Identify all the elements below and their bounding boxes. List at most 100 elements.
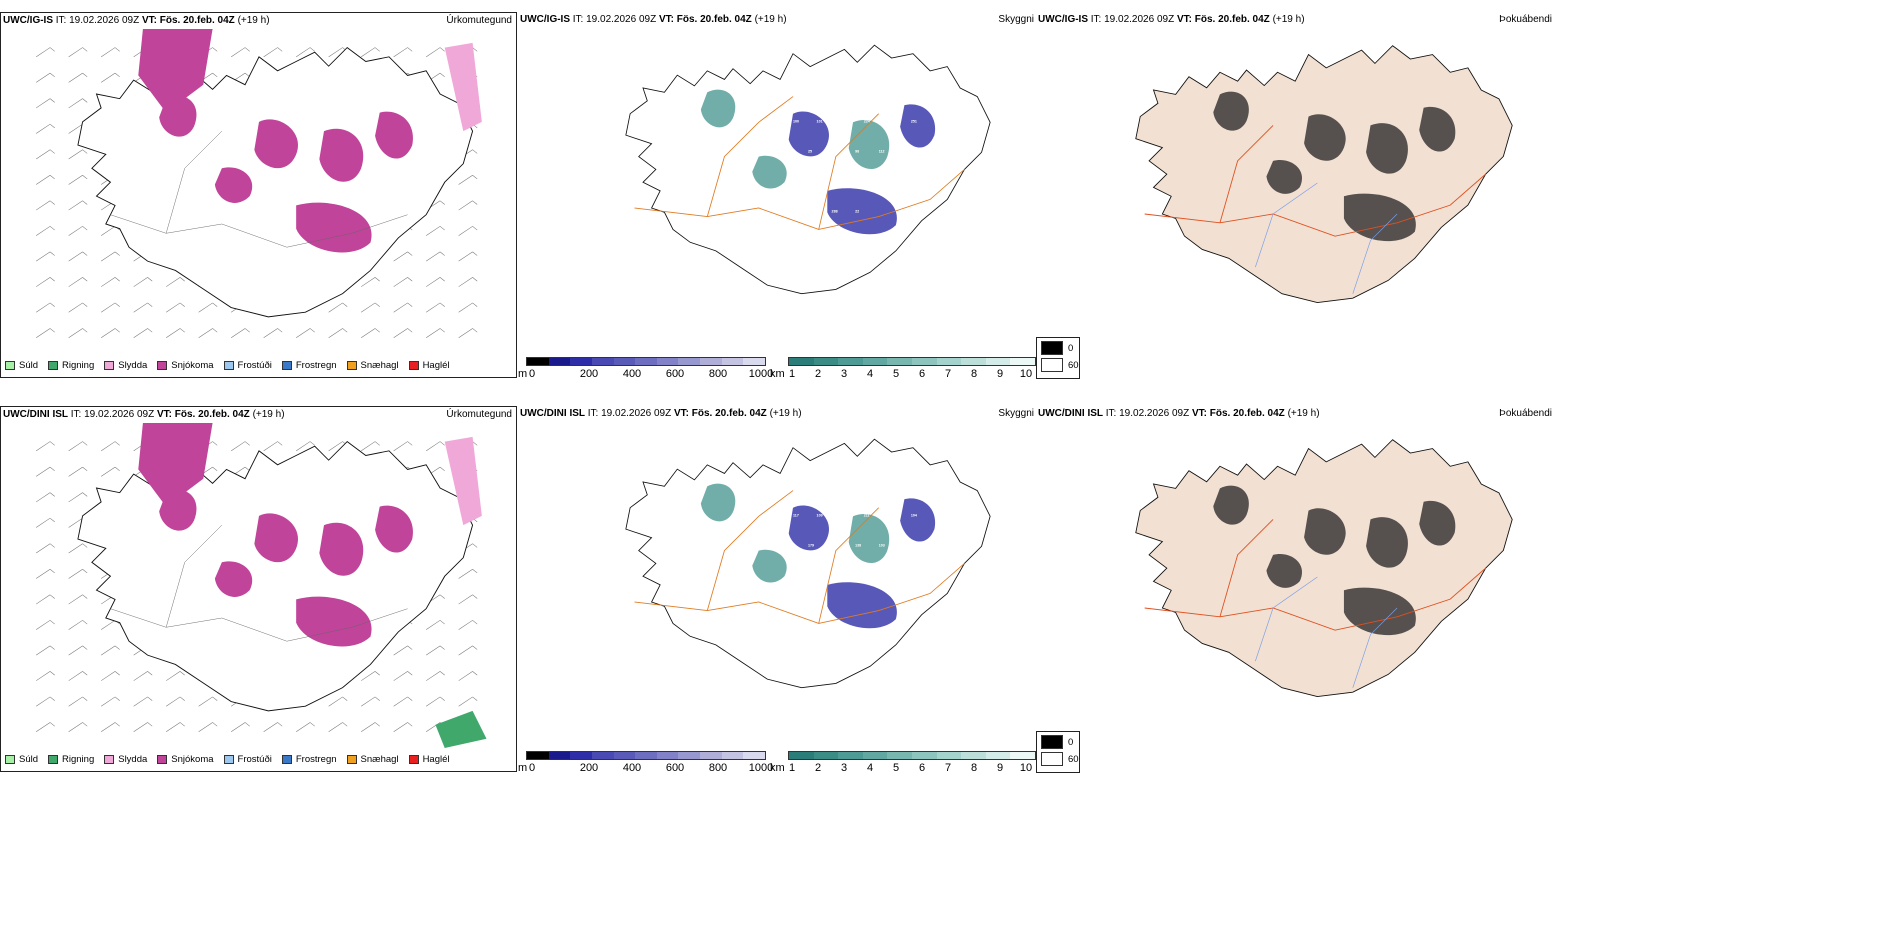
visibility-value-label: 171: [911, 179, 917, 183]
colorbar-swatch: [789, 358, 814, 365]
colorbar-swatch: [838, 358, 863, 365]
fog-legend-item: 0: [1041, 341, 1079, 355]
colorbar-tick-label: 6: [918, 762, 926, 774]
colorbar-unit: m: [518, 762, 528, 774]
visibility-value-label: 133: [840, 513, 846, 517]
colorbar-tick-label: 3: [840, 762, 848, 774]
visibility-value-label: 115: [784, 543, 790, 547]
visibility-value-label: 150: [934, 179, 940, 183]
sleet-area: [444, 42, 482, 132]
colorbar-swatch: [813, 752, 839, 759]
fog-legend-label: 60: [1068, 753, 1079, 765]
iceland-coastline: [625, 44, 991, 295]
low-visibility-area: [700, 89, 736, 128]
colorbar-tick-label: 7: [944, 762, 952, 774]
fog-legend-label: 60: [1068, 359, 1079, 371]
fog-swatch: [1041, 735, 1063, 749]
iceland-coastline: [77, 440, 474, 712]
visibility-value-label: 120: [840, 179, 846, 183]
visibility-value-label: 86: [784, 483, 788, 487]
colorbar-swatch: [862, 752, 888, 759]
visibility-value-label: 166: [864, 573, 870, 577]
visibility-value-label: 14: [879, 89, 883, 93]
ptype-label: Slydda: [118, 360, 148, 371]
ptype-swatch: [346, 361, 357, 370]
snow-area: [214, 167, 253, 203]
colorbar-swatch: [961, 752, 986, 759]
colorbar-swatch: [887, 358, 912, 365]
ptype-legend-item: Súld: [5, 754, 38, 765]
colorbar-tick-label: 400: [622, 368, 642, 380]
visibility-value-label: 103: [879, 543, 885, 547]
colorbar-unit: km: [770, 368, 785, 380]
panel-header: UWC/IG-IS IT: 19.02.2026 09Z VT: Fös. 20…: [3, 15, 270, 26]
visibility-value-label: 208: [808, 483, 814, 487]
visibility-value-label: 112: [879, 149, 885, 153]
visibility-colorbar: km 1 2 3 4 5 6 7 8 9 10: [770, 751, 1038, 781]
visibility-value-label: 109: [832, 89, 838, 93]
colorbar-swatch: [961, 358, 986, 365]
ptype-legend-item: Rigning: [48, 360, 94, 371]
visibility-value-label: 86: [840, 573, 844, 577]
snow-area: [296, 202, 372, 253]
visibility-value-label: 70: [808, 209, 812, 213]
fog-area: [1213, 91, 1249, 131]
visibility-value-label: 28: [784, 89, 788, 93]
panel-title: Þokuábendi: [1499, 408, 1552, 419]
colorbar-swatch: [613, 752, 636, 759]
low-visibility-area: [752, 155, 787, 189]
visibility-value-label: 146: [855, 89, 861, 93]
ptype-label: Slydda: [118, 754, 148, 765]
ptype-legend-item: Haglél: [408, 754, 450, 765]
ceiling-colorbar: m 0 200 400 600 800 1000: [518, 751, 773, 781]
snow-area: [296, 596, 372, 647]
river-network: [1255, 576, 1398, 688]
colorbar-tick-label: 1000: [748, 368, 774, 380]
colorbar-unit: m: [518, 368, 528, 380]
visibility-colorbar: km 1 2 3 4 5 6 7 8 9 10: [770, 357, 1038, 387]
low-visibility-area: [700, 483, 736, 522]
colorbar-tick-label: 4: [866, 762, 874, 774]
colorbar-swatch: [700, 752, 722, 759]
visibility-value-label: 101: [817, 119, 823, 123]
road-network: [1144, 125, 1486, 237]
colorbar-tick-label: 5: [892, 368, 900, 380]
colorbar-tick-label: 600: [665, 368, 685, 380]
visibility-value-label: 179: [808, 543, 814, 547]
visibility-value-label: 28: [817, 179, 821, 183]
ptype-legend-item: Snjókoma: [157, 754, 214, 765]
low-visibility-area: [827, 188, 897, 235]
colorbar-swatch: [936, 358, 962, 365]
colorbar-swatch: [911, 752, 937, 759]
panel-header: UWC/IG-IS IT: 19.02.2026 09Z VT: Fös. 20…: [1038, 14, 1305, 25]
fog-swatch: [1041, 341, 1063, 355]
ptype-swatch: [104, 361, 115, 370]
ptype-label: Frostúði: [237, 360, 272, 371]
visibility-panel-bottom: UWC/DINI ISL IT: 19.02.2026 09Z VT: Fös.…: [518, 406, 1036, 774]
ptype-label: Haglél: [422, 360, 450, 371]
ptype-swatch: [157, 361, 168, 370]
visibility-value-label: 100: [902, 483, 908, 487]
low-visibility-area: [900, 104, 936, 148]
panel-header: UWC/DINI ISL IT: 19.02.2026 09Z VT: Fös.…: [3, 409, 285, 420]
ptype-legend-item: Snæhagl: [346, 360, 399, 371]
precip-type-legend: Súld Rigning Slydda Snjókoma Frostúði Frostre…: [5, 754, 450, 765]
colorbar-swatch: [743, 358, 766, 365]
visibility-value-label: 145: [817, 573, 823, 577]
ptype-legend-item: Slydda: [104, 754, 147, 765]
precip-type-panel-bottom: UWC/DINI ISL IT: 19.02.2026 09Z VT: Fös.…: [0, 406, 517, 772]
ptype-label: Rigning: [62, 754, 95, 765]
visibility-value-label: 103: [926, 483, 932, 487]
fog-legend: 0 60: [1036, 731, 1080, 773]
snow-area: [214, 561, 253, 597]
colorbar-tick-label: 2: [814, 762, 822, 774]
fog-area: [1343, 587, 1416, 636]
sleet-area: [444, 436, 482, 526]
colorbar-swatch: [591, 752, 614, 759]
colorbar-tick-label: 0: [528, 368, 536, 380]
colorbar-swatch: [635, 752, 657, 759]
colorbar-tick-label: 800: [708, 762, 728, 774]
visibility-value-label: 144: [832, 149, 838, 153]
ptype-label: Snæhagl: [360, 360, 399, 371]
colorbar-tick-label: 9: [996, 762, 1004, 774]
